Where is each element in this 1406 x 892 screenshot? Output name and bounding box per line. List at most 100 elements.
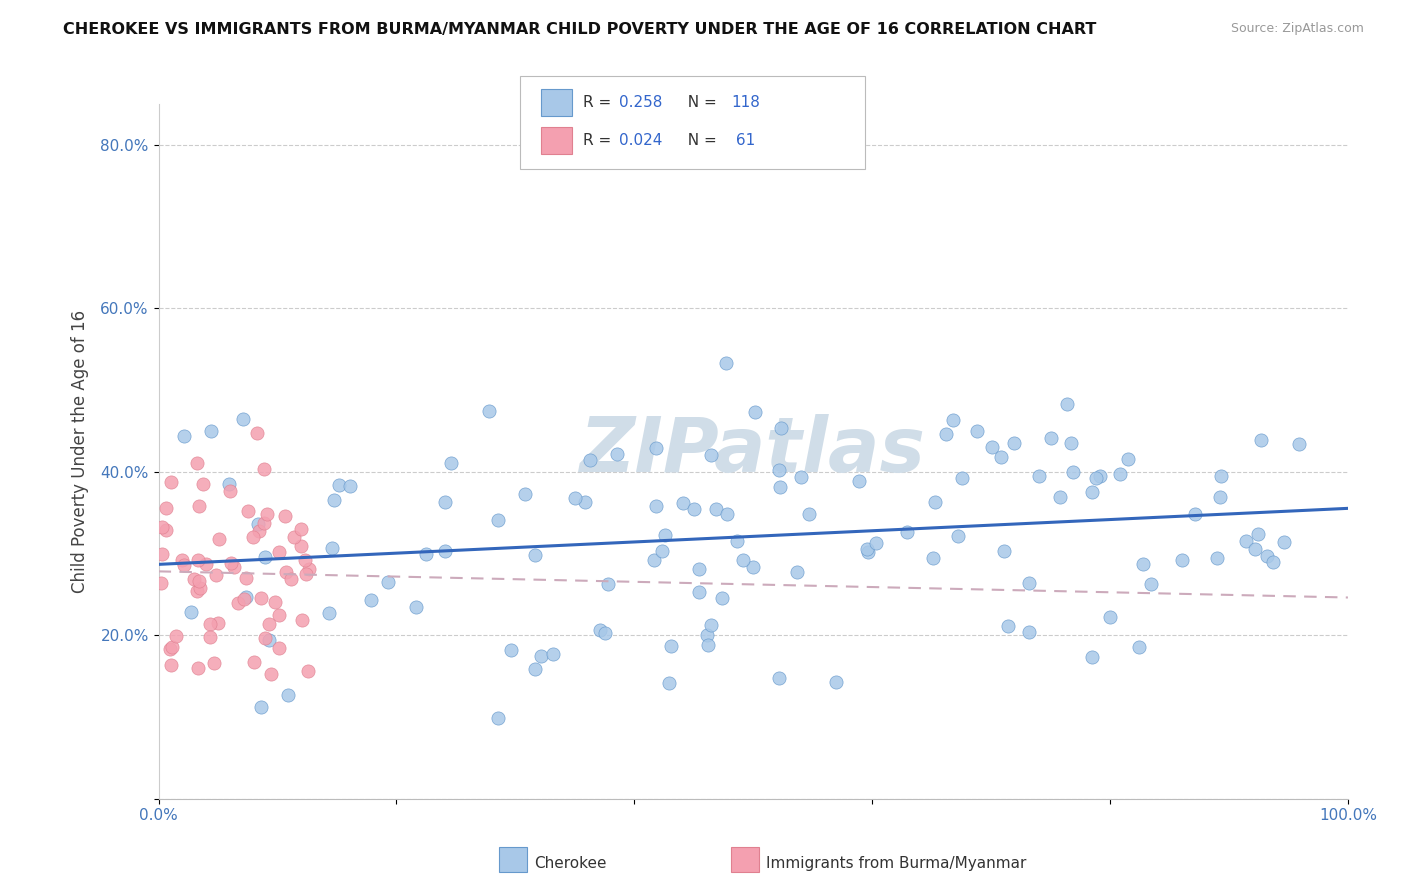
Point <box>236 503 259 517</box>
Point <box>405 600 427 615</box>
Point <box>269 640 291 655</box>
Point <box>1206 551 1229 566</box>
Text: Source: ZipAtlas.com: Source: ZipAtlas.com <box>1230 22 1364 36</box>
Point <box>825 674 848 689</box>
Point <box>731 552 754 566</box>
Point <box>267 545 290 559</box>
Point <box>294 553 316 567</box>
Point <box>688 562 710 576</box>
Point <box>267 607 290 622</box>
Point <box>865 536 887 550</box>
Point <box>950 471 973 485</box>
Point <box>246 516 269 531</box>
Text: CHEROKEE VS IMMIGRANTS FROM BURMA/MYANMAR CHILD POVERTY UNDER THE AGE OF 16 CORR: CHEROKEE VS IMMIGRANTS FROM BURMA/MYANMA… <box>63 22 1097 37</box>
Point <box>1099 610 1122 624</box>
Point <box>1209 468 1232 483</box>
Point <box>253 549 276 564</box>
Point <box>219 483 242 498</box>
Point <box>298 562 321 576</box>
Text: N =: N = <box>678 133 721 148</box>
Point <box>415 547 437 561</box>
Point <box>187 574 209 588</box>
Point <box>1081 650 1104 665</box>
Text: N =: N = <box>678 95 721 110</box>
Text: 118: 118 <box>731 95 761 110</box>
Point <box>714 356 737 370</box>
Point <box>235 590 257 604</box>
Point <box>235 570 257 584</box>
Point <box>232 412 254 426</box>
Point <box>1256 549 1278 563</box>
Point <box>1018 576 1040 591</box>
Point <box>966 424 988 438</box>
Point <box>318 606 340 620</box>
Point <box>786 565 808 579</box>
Point <box>1085 471 1108 485</box>
Text: ZIPatlas: ZIPatlas <box>581 415 927 489</box>
Point <box>1060 436 1083 450</box>
Point <box>696 627 718 641</box>
Point <box>501 643 523 657</box>
Point <box>993 543 1015 558</box>
Point <box>149 575 172 590</box>
Point <box>195 557 218 571</box>
Point <box>593 626 616 640</box>
Point <box>946 529 969 543</box>
Point <box>645 441 668 455</box>
Point <box>259 632 281 647</box>
Point <box>1171 552 1194 566</box>
Point <box>1209 490 1232 504</box>
Point <box>725 534 748 549</box>
Point <box>222 559 245 574</box>
Point <box>1250 433 1272 447</box>
Point <box>377 575 399 590</box>
Point <box>651 543 673 558</box>
Text: 0.258: 0.258 <box>619 95 662 110</box>
Point <box>165 629 187 643</box>
Point <box>574 495 596 509</box>
Point <box>321 541 343 555</box>
Point <box>1132 557 1154 571</box>
Point <box>990 450 1012 464</box>
Point <box>219 556 242 570</box>
Point <box>339 478 361 492</box>
Point <box>260 667 283 681</box>
Point <box>524 662 547 676</box>
Point <box>769 480 792 494</box>
Text: 61: 61 <box>731 133 755 148</box>
Point <box>1056 396 1078 410</box>
Point <box>716 507 738 521</box>
Point <box>273 509 295 524</box>
Point <box>242 531 264 545</box>
Point <box>204 567 226 582</box>
Point <box>486 513 509 527</box>
Point <box>596 576 619 591</box>
Point <box>1018 624 1040 639</box>
Point <box>297 664 319 678</box>
Point <box>672 496 695 510</box>
Point <box>700 448 723 462</box>
Point <box>1128 640 1150 654</box>
Point <box>924 495 946 509</box>
Point <box>1247 527 1270 541</box>
Point <box>523 548 546 562</box>
Point <box>160 475 183 489</box>
Point <box>247 524 270 539</box>
Point <box>1234 534 1257 549</box>
Point <box>150 548 173 562</box>
Point <box>1243 541 1265 556</box>
Point <box>706 502 728 516</box>
Point <box>253 462 276 476</box>
Point <box>256 507 278 521</box>
Point <box>295 567 318 582</box>
Point <box>643 552 665 566</box>
Point <box>276 565 298 579</box>
Point <box>187 661 209 675</box>
Point <box>1109 467 1132 482</box>
Point <box>250 591 273 606</box>
Point <box>935 427 957 442</box>
Point <box>659 639 682 653</box>
Point <box>1080 484 1102 499</box>
Point <box>173 429 195 443</box>
Point <box>1088 469 1111 483</box>
